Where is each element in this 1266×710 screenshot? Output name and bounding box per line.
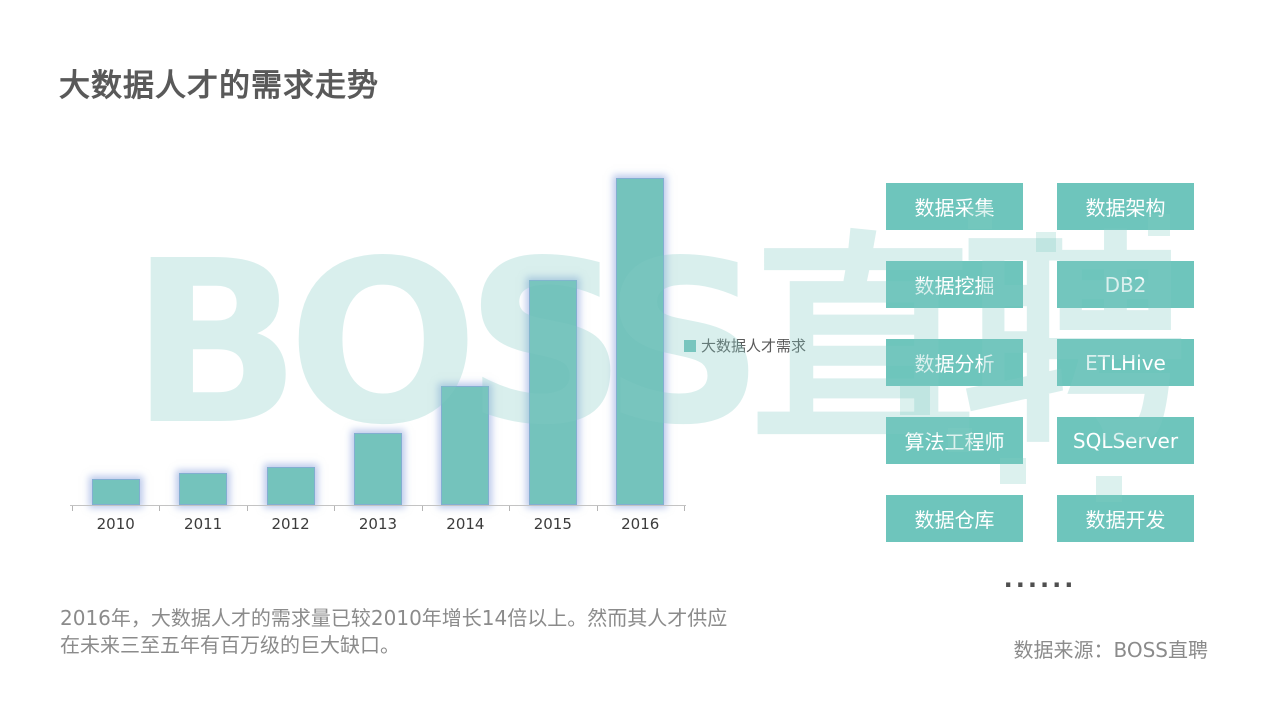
chart-column (247, 165, 334, 505)
axis-tick (72, 506, 73, 511)
axis-tick (509, 506, 510, 511)
skill-tag: 数据采集 (886, 183, 1023, 230)
chart-bar-2010 (91, 479, 140, 505)
chart-bar-2016 (616, 178, 665, 505)
skill-tag: DB2 (1057, 261, 1194, 308)
chart-bar-2014 (441, 386, 490, 505)
bar-chart: 2010 2011 2012 2013 2014 2015 2016 (70, 165, 686, 541)
skill-tag: 数据开发 (1057, 495, 1194, 542)
summary-text: 2016年，大数据人才的需求量已较2010年增长14倍以上。然而其人才供应在未来… (60, 606, 728, 658)
skill-tag: 数据分析 (886, 339, 1023, 386)
legend-swatch-icon (684, 339, 696, 352)
axis-tick (422, 506, 423, 511)
x-axis-labels: 2010 2011 2012 2013 2014 2015 2016 (72, 515, 684, 533)
chart-bar-2015 (528, 280, 577, 505)
skill-tag-grid: 数据采集 数据架构 数据挖掘 DB2 数据分析 ETLHive 算法工程师 SQLServer… (886, 183, 1194, 542)
chart-bar-2012 (266, 467, 315, 505)
x-axis-label: 2013 (358, 515, 398, 533)
chart-plot-area (72, 165, 684, 505)
skill-tag: 数据架构 (1057, 183, 1194, 230)
x-axis-label: 2015 (533, 515, 572, 533)
page-title: 大数据人才的需求走势 (59, 68, 379, 104)
data-source-text: 数据来源：BOSS直聘 (1013, 638, 1208, 662)
skill-tag: SQLServer (1057, 417, 1194, 464)
chart-column (334, 165, 421, 505)
x-axis-label: 2016 (621, 515, 660, 533)
skill-tag: 数据挖掘 (886, 261, 1023, 308)
axis-tick (597, 506, 598, 511)
x-axis-label: 2012 (271, 515, 310, 533)
chart-column (597, 165, 684, 505)
skill-tag: 数据仓库 (886, 495, 1023, 542)
axis-tick (159, 506, 160, 511)
chart-legend: 大数据人才需求 (684, 335, 806, 356)
x-axis-label: 2014 (446, 515, 485, 533)
chart-column (422, 165, 509, 505)
chart-column (509, 165, 596, 505)
axis-tick (247, 506, 248, 511)
chart-column (72, 165, 159, 505)
x-axis-line (70, 505, 686, 506)
skill-tag: ETLHive (1057, 339, 1194, 386)
chart-bar-2013 (353, 433, 402, 505)
x-axis-label: 2010 (96, 515, 135, 533)
legend-label: 大数据人才需求 (701, 337, 807, 355)
x-axis-label: 2011 (184, 515, 223, 533)
skill-tag: 算法工程师 (886, 417, 1023, 464)
axis-tick (684, 506, 685, 511)
chart-column (159, 165, 246, 505)
axis-tick (334, 506, 335, 511)
more-tags-ellipsis: ...... (1003, 565, 1077, 593)
chart-bar-2011 (179, 473, 228, 505)
